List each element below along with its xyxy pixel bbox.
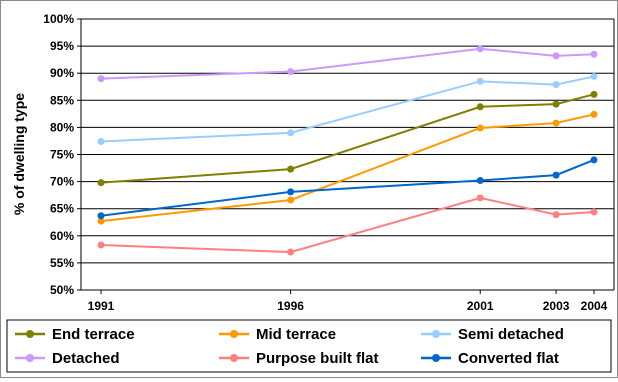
legend-marker <box>432 354 440 362</box>
legend-label: End terrace <box>52 326 135 343</box>
legend-label: Detached <box>52 350 120 367</box>
data-point <box>476 103 484 111</box>
data-point <box>476 177 484 185</box>
data-point <box>590 156 598 164</box>
y-tick-label: 70% <box>50 175 74 189</box>
legend-marker <box>230 354 238 362</box>
data-point <box>476 124 484 132</box>
data-point <box>97 212 105 220</box>
legend-box <box>6 319 612 373</box>
data-point <box>590 72 598 80</box>
y-tick-label: 65% <box>50 202 74 216</box>
x-tick-label: 2003 <box>543 299 570 313</box>
data-point <box>287 165 295 173</box>
legend-marker <box>26 330 34 338</box>
series <box>97 45 598 256</box>
data-point <box>97 241 105 249</box>
data-point <box>590 208 598 216</box>
legend: End terrace Mid terrace Semi detached Detac… <box>15 326 564 367</box>
y-tick-label: 60% <box>50 229 74 243</box>
data-point <box>552 100 560 108</box>
data-point <box>476 45 484 53</box>
data-point <box>590 90 598 98</box>
axes: 50% 55% 60% 65% 70% 75% 80% 85% 90% 95% 100% 1991 19… <box>43 12 615 313</box>
x-tick-label: 2001 <box>467 299 494 313</box>
data-point <box>287 196 295 204</box>
data-point <box>97 75 105 83</box>
data-point <box>590 50 598 58</box>
data-point <box>287 68 295 76</box>
legend-label: Purpose built flat <box>256 350 379 367</box>
data-point <box>287 248 295 256</box>
data-point <box>552 119 560 127</box>
data-point <box>552 52 560 60</box>
data-point <box>590 110 598 118</box>
y-tick-label: 80% <box>50 120 74 134</box>
y-tick-label: 75% <box>50 148 74 162</box>
y-tick-label: 100% <box>43 12 74 26</box>
legend-marker <box>230 330 238 338</box>
data-point <box>552 171 560 179</box>
x-tick-label: 1991 <box>88 299 115 313</box>
y-tick-label: 95% <box>50 39 74 53</box>
data-point <box>97 179 105 187</box>
data-point <box>552 211 560 219</box>
data-point <box>476 194 484 202</box>
x-tick-label: 1996 <box>277 299 304 313</box>
y-tick-label: 90% <box>50 66 74 80</box>
data-point <box>287 129 295 137</box>
y-axis-label: % of dwelling type <box>11 93 27 215</box>
data-point <box>287 188 295 196</box>
y-tick-label: 50% <box>50 283 74 297</box>
x-tick-label: 2004 <box>581 299 608 313</box>
data-point <box>552 81 560 89</box>
legend-label: Converted flat <box>458 350 559 367</box>
data-point <box>97 137 105 145</box>
data-point <box>97 217 105 225</box>
y-tick-label: 85% <box>50 93 74 107</box>
legend-marker <box>432 330 440 338</box>
legend-label: Semi detached <box>458 326 564 343</box>
legend-marker <box>26 354 34 362</box>
legend-label: Mid terrace <box>256 326 336 343</box>
data-point <box>476 77 484 85</box>
y-tick-label: 55% <box>50 256 74 270</box>
